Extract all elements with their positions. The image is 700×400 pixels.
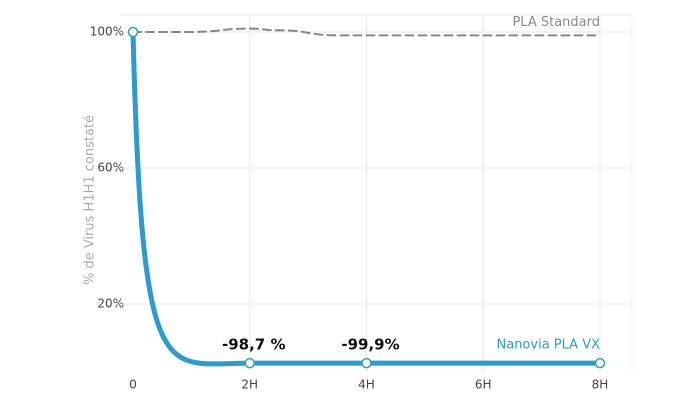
series-label: PLA Standard: [512, 15, 600, 30]
x-tick-label: 6H: [475, 378, 492, 392]
series-line: [132, 27, 601, 37]
point: [594, 357, 606, 369]
annotation: -98,7 %: [222, 336, 286, 354]
point: [127, 26, 139, 38]
x-tick-label: 8H: [592, 378, 609, 392]
y-tick-label: 60%: [97, 161, 124, 175]
x-tick-label: 2H: [241, 378, 258, 392]
y-tick-label: 20%: [97, 297, 124, 311]
series-line: [130, 29, 603, 367]
series-label: Nanovia PLA VX: [497, 338, 601, 353]
y-tick-label: 100%: [90, 25, 124, 39]
x-tick-label: 4H: [358, 378, 375, 392]
annotation: -99,9%: [341, 336, 399, 354]
point: [361, 357, 372, 369]
x-tick-label: 0: [129, 378, 137, 392]
y-axis-label: % de Virus H1H1 constaté: [83, 115, 98, 285]
point: [244, 357, 255, 369]
